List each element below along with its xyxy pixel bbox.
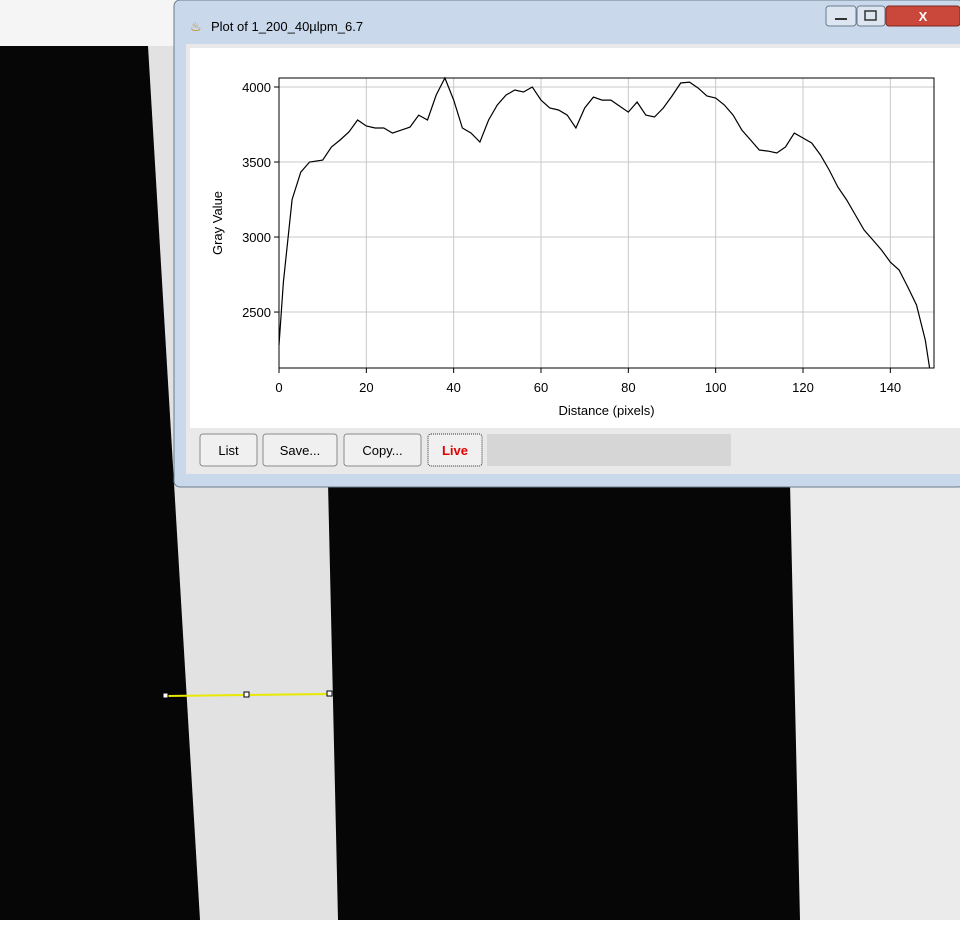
- x-tick-label: 120: [792, 380, 814, 395]
- x-tick-label: 60: [534, 380, 548, 395]
- button-label: Copy...: [362, 443, 402, 458]
- x-tick-label: 80: [621, 380, 635, 395]
- y-tick-label: 2500: [242, 305, 271, 320]
- x-tick-label: 140: [879, 380, 901, 395]
- screen: ♨ Plot of 1_200_40µlpm_6.7 X List Save...…: [0, 0, 960, 920]
- y-tick-label: 3000: [242, 230, 271, 245]
- y-tick-label: 4000: [242, 80, 271, 95]
- y-axis-label: Gray Value: [210, 191, 225, 255]
- button-label: Live: [442, 443, 468, 458]
- close-icon: X: [919, 9, 928, 24]
- page: ♨ Plot of 1_200_40µlpm_6.7 X List Save...…: [0, 0, 960, 920]
- button-label: Save...: [280, 443, 320, 458]
- x-tick-label: 0: [275, 380, 282, 395]
- window-title: Plot of 1_200_40µlpm_6.7: [211, 19, 363, 34]
- x-tick-label: 20: [359, 380, 373, 395]
- minimize-button[interactable]: [826, 6, 856, 26]
- x-axis-label: Distance (pixels): [558, 403, 654, 418]
- x-tick-label: 100: [705, 380, 727, 395]
- app-icon: ♨: [190, 19, 202, 34]
- selection-handle: [163, 693, 168, 698]
- plot-panel: [190, 48, 960, 428]
- maximize-button[interactable]: [857, 6, 885, 26]
- status-field: [487, 434, 731, 466]
- x-tick-label: 40: [446, 380, 460, 395]
- y-tick-label: 3500: [242, 155, 271, 170]
- selection-handle: [327, 691, 332, 696]
- button-label: List: [218, 443, 239, 458]
- selection-handle: [244, 692, 249, 697]
